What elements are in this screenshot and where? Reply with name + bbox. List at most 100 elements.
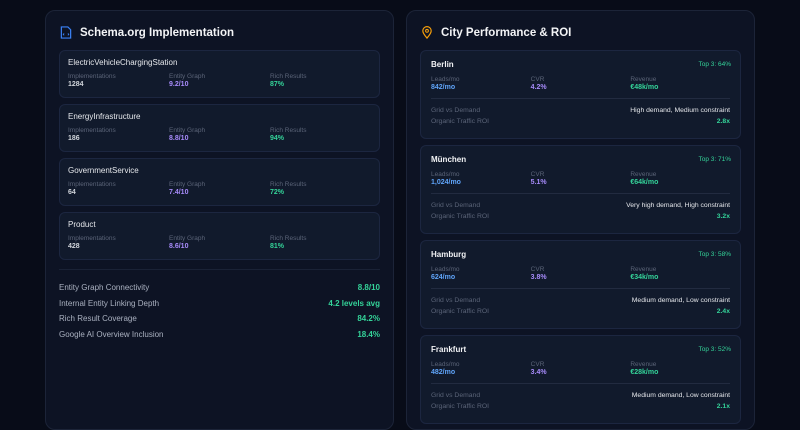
map-pin-icon bbox=[422, 26, 432, 39]
city-card[interactable]: München Top 3: 71% Leads/mo 1,024/mo CVR 5… bbox=[420, 145, 741, 234]
grid-value: Medium demand, Low constraint bbox=[631, 392, 730, 399]
rich-results-value: 81% bbox=[270, 243, 285, 250]
metric-value: 8.8/10 bbox=[357, 283, 380, 293]
rich-results-label: Rich Results bbox=[270, 181, 307, 188]
cvr-value: 4.2% bbox=[530, 84, 547, 91]
implementations-value: 64 bbox=[68, 189, 76, 196]
grid-label: Grid vs Demand bbox=[431, 107, 481, 114]
roi-label: Organic Traffic ROI bbox=[431, 118, 490, 125]
revenue-value: €34k/mo bbox=[630, 274, 659, 281]
metric-row: Entity Graph Connectivity 8.8/10 bbox=[59, 280, 380, 296]
top3-badge: Top 3: 64% bbox=[698, 61, 731, 68]
metric-row: Internal Entity Linking Depth 4.2 levels … bbox=[59, 296, 380, 312]
schema-card[interactable]: ElectricVehicleChargingStation Implement… bbox=[59, 50, 380, 98]
cvr-value: 3.8% bbox=[530, 274, 547, 281]
grid-value: Very high demand, High constraint bbox=[626, 202, 730, 209]
divider bbox=[431, 98, 730, 99]
leads-label: Leads/mo bbox=[431, 361, 460, 368]
city-card[interactable]: Berlin Top 3: 64% Leads/mo 842/mo CVR 4.2%… bbox=[420, 50, 741, 139]
leads-label: Leads/mo bbox=[431, 266, 460, 273]
schema-panel-header: Schema.org Implementation bbox=[60, 26, 234, 39]
roi-label: Organic Traffic ROI bbox=[431, 308, 490, 315]
revenue-value: €48k/mo bbox=[630, 84, 659, 91]
metric-value: 18.4% bbox=[357, 329, 380, 339]
top3-badge: Top 3: 58% bbox=[698, 251, 731, 258]
metric-label: Google AI Overview Inclusion bbox=[59, 329, 164, 339]
cvr-label: CVR bbox=[530, 361, 545, 368]
schema-list: ElectricVehicleChargingStation Implement… bbox=[59, 50, 380, 266]
city-name: München bbox=[431, 155, 467, 164]
roi-label: Organic Traffic ROI bbox=[431, 213, 490, 220]
file-code-icon bbox=[60, 26, 72, 39]
revenue-value: €28k/mo bbox=[630, 369, 659, 376]
city-panel-title: City Performance & ROI bbox=[441, 26, 572, 39]
schema-panel: Schema.org Implementation ElectricVehicl… bbox=[45, 10, 394, 430]
metric-value: 4.2 levels avg bbox=[328, 298, 380, 308]
implementations-value: 1284 bbox=[68, 81, 84, 88]
implementations-label: Implementations bbox=[68, 73, 116, 80]
rich-results-value: 72% bbox=[270, 189, 285, 196]
entity-graph-value: 7.4/10 bbox=[169, 189, 189, 196]
metric-label: Rich Result Coverage bbox=[59, 314, 137, 324]
leads-label: Leads/mo bbox=[431, 171, 460, 178]
grid-value: High demand, Medium constraint bbox=[630, 107, 730, 114]
schema-type-name: ElectricVehicleChargingStation bbox=[68, 58, 178, 67]
implementations-label: Implementations bbox=[68, 235, 116, 242]
roi-value: 2.4x bbox=[716, 308, 730, 315]
metric-value: 84.2% bbox=[357, 314, 380, 324]
entity-graph-value: 8.6/10 bbox=[169, 243, 189, 250]
schema-panel-title: Schema.org Implementation bbox=[80, 26, 235, 39]
divider bbox=[431, 288, 730, 289]
top3-badge: Top 3: 52% bbox=[698, 346, 731, 353]
city-card[interactable]: Frankfurt Top 3: 52% Leads/mo 482/mo CVR 3… bbox=[420, 335, 741, 424]
rich-results-label: Rich Results bbox=[270, 73, 307, 80]
divider bbox=[431, 193, 730, 194]
entity-graph-value: 9.2/10 bbox=[169, 81, 189, 88]
roi-value: 2.8x bbox=[716, 118, 730, 125]
entity-graph-value: 8.8/10 bbox=[169, 135, 189, 142]
revenue-value: €64k/mo bbox=[630, 179, 659, 186]
roi-label: Organic Traffic ROI bbox=[431, 403, 490, 410]
metric-row: Rich Result Coverage 84.2% bbox=[59, 311, 380, 327]
revenue-label: Revenue bbox=[630, 76, 657, 83]
rich-results-label: Rich Results bbox=[270, 235, 307, 242]
cvr-value: 3.4% bbox=[530, 369, 547, 376]
rich-results-label: Rich Results bbox=[270, 127, 307, 134]
entity-graph-label: Entity Graph bbox=[169, 127, 206, 134]
grid-label: Grid vs Demand bbox=[431, 392, 481, 399]
city-card[interactable]: Hamburg Top 3: 58% Leads/mo 624/mo CVR 3.8… bbox=[420, 240, 741, 329]
leads-value: 482/mo bbox=[431, 369, 456, 376]
implementations-label: Implementations bbox=[68, 181, 116, 188]
cvr-label: CVR bbox=[530, 171, 545, 178]
revenue-label: Revenue bbox=[630, 361, 657, 368]
cvr-label: CVR bbox=[530, 76, 545, 83]
leads-value: 842/mo bbox=[431, 84, 456, 91]
rich-results-value: 94% bbox=[270, 135, 285, 142]
cvr-value: 5.1% bbox=[530, 179, 547, 186]
entity-graph-label: Entity Graph bbox=[169, 73, 206, 80]
schema-card[interactable]: Product Implementations 428 Entity Graph 8… bbox=[59, 212, 380, 260]
city-panel-header: City Performance & ROI bbox=[421, 26, 571, 39]
top3-badge: Top 3: 71% bbox=[698, 156, 731, 163]
city-name: Frankfurt bbox=[431, 345, 467, 354]
roi-value: 3.2x bbox=[716, 213, 730, 220]
metric-label: Internal Entity Linking Depth bbox=[59, 298, 160, 308]
city-name: Hamburg bbox=[431, 250, 467, 259]
leads-value: 624/mo bbox=[431, 274, 456, 281]
metric-label: Entity Graph Connectivity bbox=[59, 283, 150, 293]
schema-type-name: GovernmentService bbox=[68, 166, 139, 175]
grid-value: Medium demand, Low constraint bbox=[631, 297, 730, 304]
city-panel: City Performance & ROI Berlin Top 3: 64%… bbox=[406, 10, 755, 430]
entity-graph-label: Entity Graph bbox=[169, 235, 206, 242]
revenue-label: Revenue bbox=[630, 171, 657, 178]
schema-metrics: Entity Graph Connectivity 8.8/10 Internal … bbox=[59, 269, 380, 342]
entity-graph-label: Entity Graph bbox=[169, 181, 206, 188]
schema-type-name: EnergyInfrastructure bbox=[68, 112, 141, 121]
leads-label: Leads/mo bbox=[431, 76, 460, 83]
rich-results-value: 87% bbox=[270, 81, 285, 88]
implementations-value: 186 bbox=[68, 135, 80, 142]
grid-label: Grid vs Demand bbox=[431, 297, 481, 304]
divider bbox=[431, 383, 730, 384]
schema-card[interactable]: EnergyInfrastructure Implementations 186 … bbox=[59, 104, 380, 152]
schema-card[interactable]: GovernmentService Implementations 64 Enti… bbox=[59, 158, 380, 206]
